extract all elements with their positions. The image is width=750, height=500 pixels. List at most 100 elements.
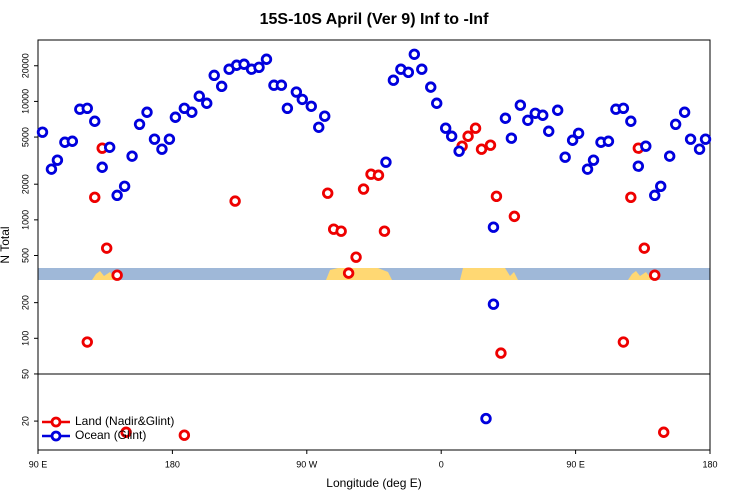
point <box>617 336 630 348</box>
point <box>495 347 507 359</box>
point <box>103 141 116 153</box>
point <box>51 154 64 166</box>
point <box>215 80 228 93</box>
point <box>387 74 400 86</box>
chart-title: 15S-10S April (Ver 9) Inf to -Inf <box>260 11 489 28</box>
point <box>201 97 213 109</box>
point <box>487 298 500 310</box>
point <box>186 106 198 118</box>
point <box>572 127 585 140</box>
point <box>453 145 465 157</box>
point <box>566 134 579 146</box>
point <box>281 102 294 114</box>
point <box>178 429 191 441</box>
y-tick-label: 5000 <box>20 127 30 147</box>
point <box>238 58 250 70</box>
y-tick-label: 20 <box>20 416 30 426</box>
point <box>111 269 123 281</box>
x-axis-label: Longitude (deg E) <box>326 476 421 490</box>
point <box>260 53 273 65</box>
point <box>319 110 331 122</box>
point <box>89 115 101 127</box>
point <box>378 225 391 237</box>
point <box>193 90 205 102</box>
point <box>118 180 131 193</box>
y-tick-label: 10000 <box>20 89 30 114</box>
point <box>275 79 288 91</box>
point <box>559 151 571 163</box>
point <box>156 143 168 155</box>
legend-marker <box>50 416 62 428</box>
x-tick-label: 180 <box>702 459 717 469</box>
point <box>649 269 661 281</box>
x-tick-label: 90 E <box>29 459 48 469</box>
x-tick-label: 90 E <box>566 459 585 469</box>
point <box>111 189 123 202</box>
point <box>350 251 362 263</box>
x-tick-label: 0 <box>439 459 444 469</box>
point <box>126 150 138 162</box>
point <box>169 111 182 123</box>
point <box>380 156 392 168</box>
point <box>658 426 670 438</box>
y-tick-label: 500 <box>20 248 30 263</box>
map-strip <box>38 268 710 280</box>
y-tick-label: 100 <box>20 331 30 346</box>
plot-frame <box>37 39 711 451</box>
point <box>208 69 220 82</box>
legend-marker <box>50 430 62 442</box>
point <box>141 106 153 118</box>
point <box>480 412 492 425</box>
point <box>290 86 303 98</box>
point <box>484 139 497 151</box>
point <box>638 242 650 254</box>
point <box>537 109 549 121</box>
point <box>475 143 488 155</box>
y-tick-label: 2000 <box>20 174 30 194</box>
point <box>45 163 58 175</box>
point <box>693 143 706 155</box>
y-tick-label: 1000 <box>20 210 30 230</box>
point <box>487 221 500 233</box>
y-axis-label: N Total <box>0 226 12 263</box>
point <box>469 122 482 134</box>
point <box>253 61 265 74</box>
point <box>699 133 712 145</box>
point <box>625 191 637 204</box>
point <box>602 135 615 147</box>
point <box>669 118 682 130</box>
point <box>551 104 564 116</box>
point <box>649 189 661 202</box>
point <box>305 100 317 112</box>
point <box>296 93 309 106</box>
point <box>313 121 325 133</box>
point <box>96 161 108 173</box>
point <box>229 195 241 207</box>
point <box>89 191 101 204</box>
point <box>322 187 334 199</box>
point <box>587 154 600 166</box>
y-tick-label: 20000 <box>20 53 30 78</box>
legend-label: Land (Nadir&Glint) <box>75 414 174 428</box>
point <box>522 114 534 126</box>
point <box>617 102 630 114</box>
point <box>100 242 113 254</box>
point <box>425 81 437 93</box>
point <box>632 160 645 172</box>
point <box>36 126 49 138</box>
point <box>445 130 458 142</box>
point <box>439 122 452 134</box>
x-tick-label: 180 <box>165 459 180 469</box>
point <box>499 112 512 124</box>
point <box>640 140 652 152</box>
point <box>372 169 385 181</box>
point <box>543 125 555 137</box>
point <box>66 135 79 147</box>
point <box>402 66 415 79</box>
point <box>163 133 176 145</box>
point <box>148 133 161 145</box>
point <box>431 97 443 109</box>
point <box>663 150 676 162</box>
x-tick-label: 90 W <box>296 459 318 469</box>
